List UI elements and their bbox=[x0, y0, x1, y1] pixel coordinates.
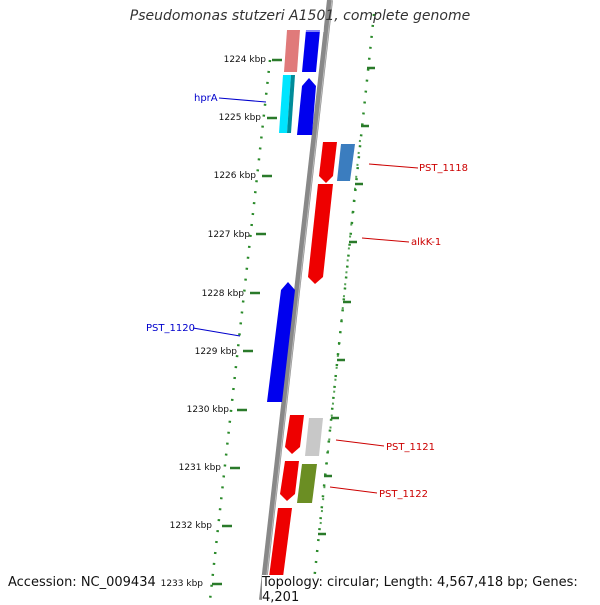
gene-arrow-PST_1121[interactable] bbox=[285, 415, 304, 454]
gene-arrow-alkK-1[interactable] bbox=[308, 184, 333, 284]
gene-arrow-PST_1118[interactable] bbox=[337, 144, 355, 181]
gene-arrow-hprA-band[interactable] bbox=[287, 75, 295, 133]
genome-backbone bbox=[259, 0, 333, 600]
ruler-label: 1233 kbp bbox=[161, 579, 204, 589]
leader-hprA bbox=[218, 97, 267, 103]
leader-PST_1118 bbox=[368, 163, 419, 169]
leader-alkK-1 bbox=[361, 237, 410, 243]
gene-label-alkK-1[interactable]: alkK-1 bbox=[411, 237, 441, 248]
ruler-label: 1226 kbp bbox=[214, 171, 257, 181]
ruler-label: 1231 kbp bbox=[179, 463, 222, 473]
gene-arrow-reverse[interactable] bbox=[319, 142, 337, 183]
gene-fade bbox=[300, 0, 324, 32]
outer-left-track bbox=[208, 59, 272, 600]
gene-arrow-gray[interactable] bbox=[305, 418, 323, 456]
gene-arrow-PST_1122[interactable] bbox=[297, 464, 317, 503]
gene-label-PST_1120[interactable]: PST_1120 bbox=[146, 323, 195, 334]
gene-label-PST_1118[interactable]: PST_1118 bbox=[419, 163, 468, 174]
gene-label-PST_1122[interactable]: PST_1122 bbox=[379, 489, 428, 500]
ruler-label: 1227 kbp bbox=[208, 230, 251, 240]
right-track-ticks bbox=[318, 66, 375, 536]
gene-arrow-forward[interactable] bbox=[297, 78, 316, 135]
ruler-label: 1229 kbp bbox=[195, 347, 238, 357]
leader-PST_1122 bbox=[329, 486, 378, 494]
ruler-labels: 1224 kbp 1225 kbp 1226 kbp 1227 kbp 1228… bbox=[161, 55, 267, 589]
gene-label-hprA[interactable]: hprA bbox=[194, 93, 218, 104]
ruler-label: 1232 kbp bbox=[170, 521, 213, 531]
gene-label-PST_1121[interactable]: PST_1121 bbox=[386, 442, 435, 453]
accession-text: Accession: NC_009434 bbox=[8, 575, 156, 590]
leader-PST_1121 bbox=[335, 439, 385, 447]
gene-arrow-forward[interactable] bbox=[284, 30, 300, 72]
gene-arrow-PST_1120[interactable] bbox=[267, 282, 295, 402]
topology-text: Topology: circular; Length: 4,567,418 bp… bbox=[262, 575, 600, 605]
ruler-ticks bbox=[212, 58, 282, 586]
gene-arrow-forward[interactable] bbox=[302, 30, 320, 72]
genome-backbone-shadow bbox=[263, 0, 333, 600]
leader-PST_1120 bbox=[192, 327, 241, 337]
ruler-label: 1224 kbp bbox=[224, 55, 267, 65]
map-title: Pseudomonas stutzeri A1501, complete gen… bbox=[129, 8, 471, 24]
gene-arrow-reverse[interactable] bbox=[280, 461, 299, 501]
ruler-label: 1230 kbp bbox=[187, 405, 230, 415]
ruler-label: 1225 kbp bbox=[219, 113, 262, 123]
ruler-label: 1228 kbp bbox=[202, 289, 245, 299]
